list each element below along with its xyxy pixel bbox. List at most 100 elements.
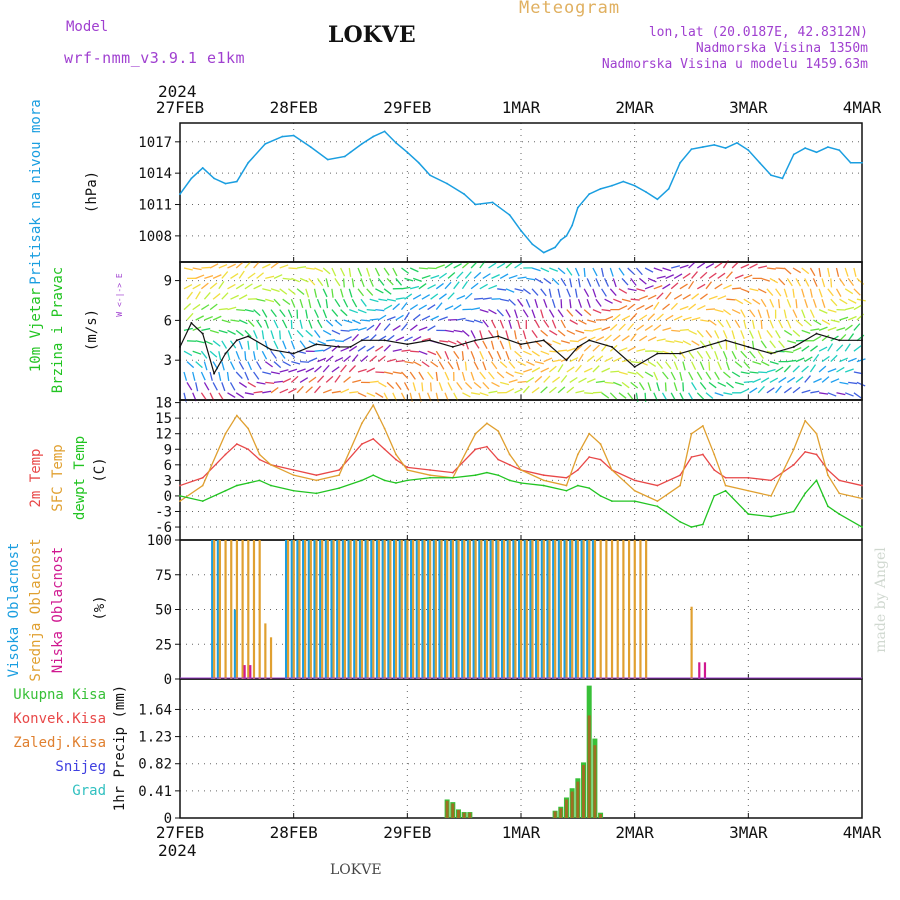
wind-barb	[192, 267, 202, 271]
wind-barb	[264, 319, 270, 329]
wind-barb	[461, 281, 469, 290]
wind-barb	[238, 319, 248, 325]
wind-barb	[740, 288, 750, 293]
wind-barb	[557, 364, 564, 373]
wind-speed-point	[383, 339, 386, 342]
wind-barb	[500, 298, 510, 302]
wind-barb	[665, 314, 674, 321]
wind-barb	[282, 319, 288, 329]
wind-barb	[482, 319, 489, 328]
temp-point-1	[235, 414, 238, 417]
temp-point-2	[383, 479, 386, 482]
wind-barb	[340, 347, 350, 352]
wind-barb	[560, 319, 566, 329]
wind-speed-point	[292, 352, 295, 355]
cloud-bar-0	[557, 540, 560, 679]
wind-barb	[340, 364, 347, 373]
wind-barb	[383, 288, 392, 295]
wind-barb	[574, 288, 578, 298]
wind-barb	[369, 318, 379, 321]
wind-barb	[229, 382, 236, 391]
wind-barb	[786, 376, 796, 383]
ytick-label-3-4: 100	[147, 533, 172, 549]
time-label-top-3: 1MAR	[502, 98, 541, 117]
wind-barb	[731, 330, 736, 340]
wind-barb	[296, 385, 304, 394]
wind-barb	[290, 298, 296, 308]
wind-barb	[818, 309, 828, 314]
wind-barb	[392, 325, 401, 331]
wind-barb	[810, 390, 820, 394]
temp-point-0	[565, 476, 568, 479]
wind-barb	[514, 388, 524, 394]
wind-barb	[290, 340, 296, 350]
wind-barb	[601, 288, 607, 297]
wind-barb	[740, 350, 748, 359]
wind-barb	[326, 339, 336, 342]
wind-barb	[334, 340, 344, 343]
wind-barb	[517, 380, 527, 384]
cloud-bar-1	[514, 540, 517, 679]
wind-barb	[221, 319, 231, 324]
wind-barb	[844, 324, 853, 331]
wind-barb	[552, 340, 561, 345]
wind-barb	[656, 361, 664, 369]
wind-barb	[456, 271, 464, 279]
cloud-bar-1	[525, 540, 528, 679]
wind-barb	[499, 273, 509, 279]
wind-barb	[670, 371, 676, 381]
wind-barb	[453, 350, 460, 359]
temp-point-1	[588, 432, 591, 435]
wind-barb	[769, 319, 774, 329]
pressure-point	[747, 149, 750, 152]
wind-barb	[221, 271, 229, 279]
wind-barb	[853, 392, 862, 399]
temp-point-0	[258, 458, 261, 461]
wind-barb	[331, 366, 340, 373]
wind-barb	[662, 303, 670, 311]
wind-barb	[783, 386, 792, 394]
wind-barb	[534, 360, 544, 365]
wind-barb	[305, 367, 315, 373]
wind-barb	[313, 309, 319, 319]
wind-barb	[392, 267, 398, 277]
cloud-bar-0	[302, 540, 305, 679]
wind-barb	[836, 327, 846, 332]
wind-barb	[418, 304, 427, 311]
pressure-point	[406, 151, 409, 154]
wind-barb	[322, 346, 332, 352]
wind-barb	[647, 294, 657, 300]
wind-barb	[238, 294, 248, 300]
wind-barb	[635, 371, 644, 379]
wind-barb	[496, 330, 500, 340]
wind-barb	[549, 329, 558, 336]
wind-barb	[601, 367, 611, 373]
pressure-point	[667, 187, 670, 190]
wind-barb	[531, 309, 536, 319]
wind-barb	[357, 368, 367, 373]
wind-barb	[566, 309, 574, 317]
wind-barb	[670, 282, 679, 290]
wind-barb	[308, 299, 312, 309]
wind-barb	[308, 357, 318, 363]
panel-4: 0 0.41 0.82 1.23 1.64	[138, 678, 863, 827]
wind-barb	[195, 274, 205, 280]
temp-point-1	[690, 432, 693, 435]
cloud-bar-0	[483, 540, 487, 679]
wind-barb	[212, 382, 218, 391]
wind-barb	[244, 392, 254, 396]
wind-barb	[696, 329, 704, 338]
cloud-bar-0	[296, 540, 299, 679]
wind-barb	[357, 267, 363, 277]
wind-barb	[227, 329, 236, 335]
wind-barb	[830, 298, 838, 307]
wind-speed-point	[815, 332, 818, 335]
wind-barb	[621, 358, 631, 363]
pressure-point	[713, 144, 716, 146]
wind-barb	[360, 278, 365, 288]
wind-barb	[247, 381, 256, 388]
wind-barb	[566, 347, 576, 352]
wind-barb	[183, 303, 192, 311]
wind-barb	[325, 299, 329, 309]
wind-barb	[786, 298, 792, 308]
